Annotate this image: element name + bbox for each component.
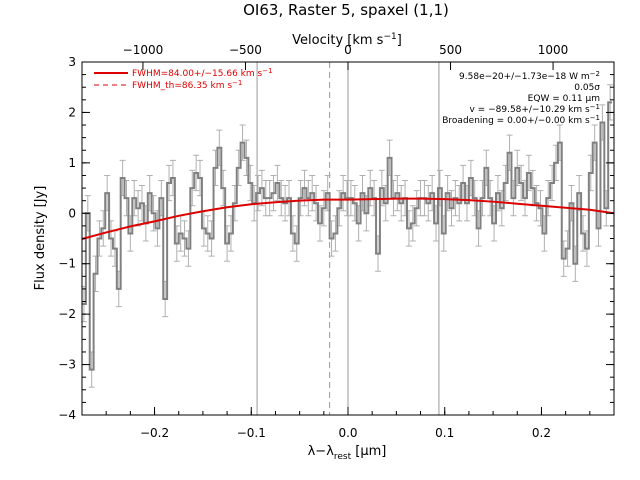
spectrum-steps	[82, 101, 613, 371]
y-axis-label: Flux density [Jy]	[33, 186, 48, 291]
annotation-1: 0.05σ	[574, 83, 600, 93]
chart-title: OI63, Raster 5, spaxel (1,1)	[243, 1, 449, 19]
axis-ticks	[82, 61, 614, 416]
y-tick-label-2: −2	[58, 307, 76, 321]
y-tick-label-7: 3	[68, 55, 76, 69]
fit-line	[81, 197, 615, 240]
x-tick-label-3: 0.1	[435, 426, 454, 440]
spectrum-line	[82, 101, 613, 371]
y-tick-label-6: 2	[68, 105, 76, 119]
y-tick-label-5: 1	[68, 156, 76, 170]
annotation-0: 9.58e−20+/−1.73e−18 W m−2	[459, 70, 600, 82]
velocity-tick-label-2: 0	[344, 43, 352, 57]
legend-label-0: FWHM=84.00+/−15.66 km s−1	[132, 67, 273, 79]
y-tick-label-1: −3	[58, 358, 76, 372]
y-tick-label-4: 0	[68, 206, 76, 220]
y-tick-label-0: −4	[58, 408, 76, 422]
velocity-tick-label-4: 1000	[538, 43, 569, 57]
velocity-tick-label-3: 500	[439, 43, 462, 57]
top-axis-label: Velocity [km s−1]	[292, 32, 402, 48]
x-tick-label-2: 0.0	[338, 426, 357, 440]
legend-label-1: FWHM_th=86.35 km s−1	[132, 79, 242, 91]
x-tick-label-0: −0.2	[140, 426, 169, 440]
x-axis-label: λ−λrest [μm]	[308, 444, 387, 462]
reference-lines	[256, 62, 440, 415]
velocity-tick-label-1: −500	[229, 43, 262, 57]
y-tick-label-3: −1	[58, 257, 76, 271]
x-tick-label-1: −0.1	[237, 426, 266, 440]
error-bars	[80, 84, 614, 388]
x-tick-label-4: 0.2	[532, 426, 551, 440]
velocity-tick-label-0: −1000	[123, 43, 164, 57]
tick-labels: −0.2 −0.1 0.0 0.1 0.2 −1000 −500 0 500 1000 −4 −3 −2…	[58, 43, 568, 440]
annotation-2: EQW = 0.11 μm	[528, 94, 600, 104]
annotation-3: v = −89.58+/−10.29 km s−1	[470, 103, 601, 115]
gaussian-fit	[81, 197, 615, 240]
annotation-4: Broadening = 0.00+/−0.00 km s−1	[442, 114, 600, 126]
